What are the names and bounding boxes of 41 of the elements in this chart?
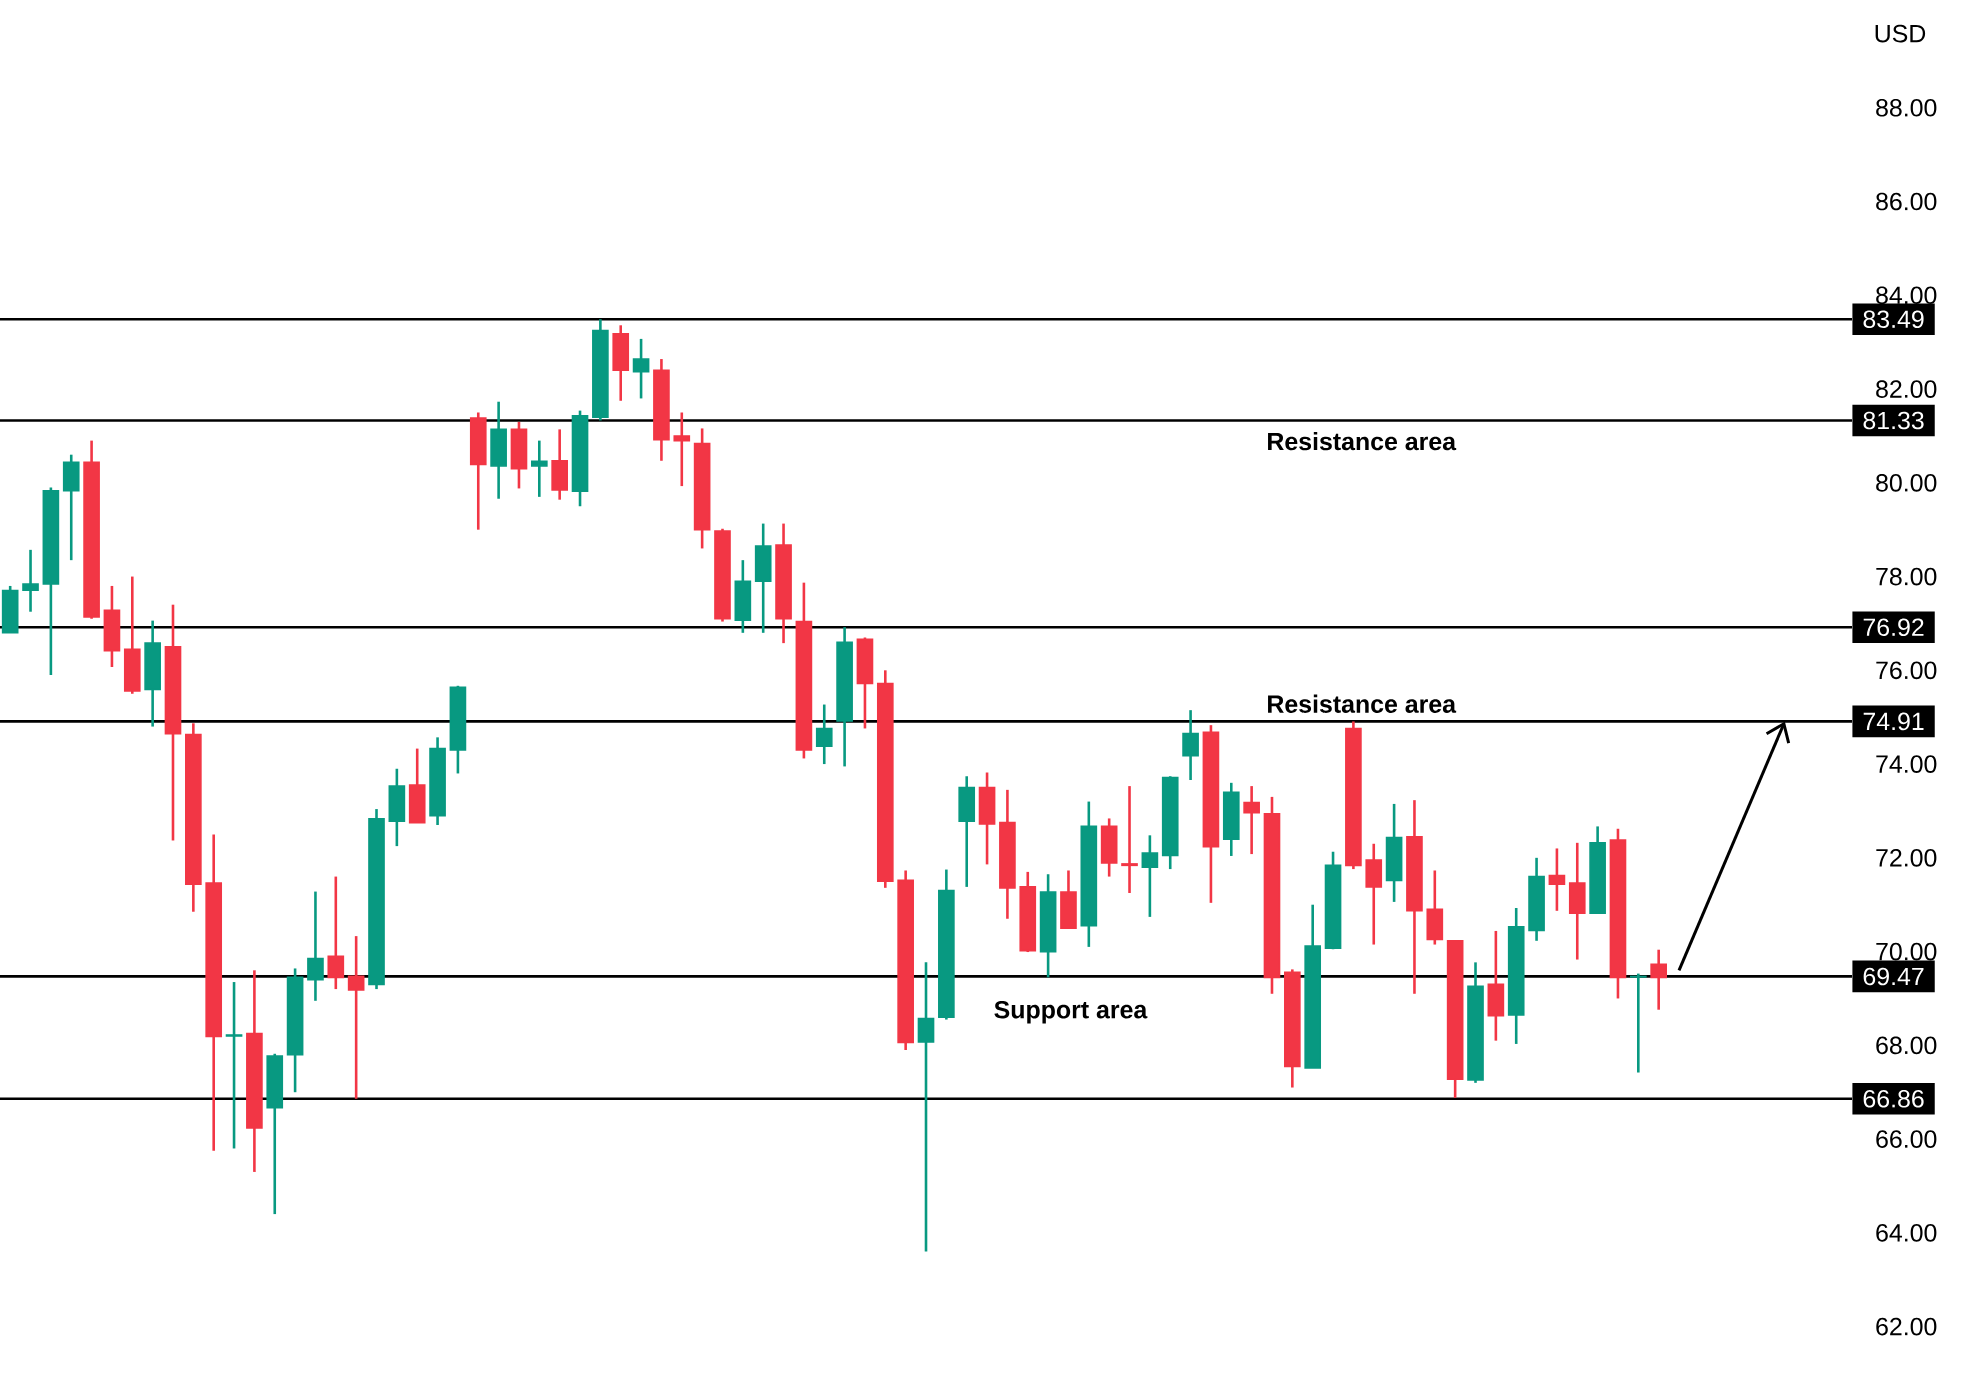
y-tick-label: 74.00: [1876, 755, 1937, 773]
candlestick: [1141, 834, 1159, 919]
candlestick: [225, 980, 243, 1150]
candlestick: [1243, 784, 1260, 856]
ref-line-label: 76.92: [1863, 618, 1924, 637]
ref-line-label: 74.91: [1863, 712, 1924, 731]
candlestick: [815, 703, 833, 766]
candlestick: [1121, 784, 1138, 895]
candlestick: [1548, 847, 1566, 913]
y-tick-label: 70.00: [1876, 942, 1937, 961]
y-tick-label: 88.00: [1876, 98, 1937, 117]
candlestick: [1629, 972, 1647, 1074]
y-tick-label: 86.00: [1876, 192, 1937, 211]
annotation: Resistance area: [1268, 694, 1457, 713]
candlestick: [673, 411, 691, 488]
y-tick-label: 62.00: [1876, 1317, 1937, 1336]
y-tick-label: 68.00: [1876, 1036, 1937, 1055]
y-tick-label: 82.00: [1876, 380, 1937, 398]
candlestick: [327, 875, 345, 991]
y-tick-label: 84.00: [1876, 286, 1937, 305]
candlestick: [307, 890, 324, 1003]
y-tick-label: 78.00: [1876, 567, 1937, 586]
ref-line-label: 81.33: [1863, 411, 1924, 430]
y-tick-label: 64.00: [1876, 1224, 1937, 1242]
ref-line-label: 69.47: [1863, 967, 1924, 986]
y-tick-label: 72.00: [1876, 849, 1937, 867]
y-tick-label: 66.00: [1876, 1130, 1937, 1148]
candlestick: [917, 961, 935, 1253]
y-axis-title: USD: [1875, 24, 1926, 43]
candlestick: [1182, 708, 1199, 782]
annotation: Support area: [994, 1000, 1148, 1024]
annotation: Resistance area: [1268, 431, 1457, 451]
candlestick: [347, 934, 365, 1101]
candlestick: [530, 439, 548, 499]
y-tick-label: 80.00: [1876, 474, 1937, 492]
ref-line-label: 66.86: [1863, 1089, 1924, 1108]
candlestick: [632, 337, 650, 400]
candlestick: [1650, 948, 1667, 1012]
ref-line-label: 83.49: [1863, 310, 1924, 329]
candlestick: [22, 548, 39, 614]
y-tick-label: 76.00: [1876, 661, 1937, 680]
